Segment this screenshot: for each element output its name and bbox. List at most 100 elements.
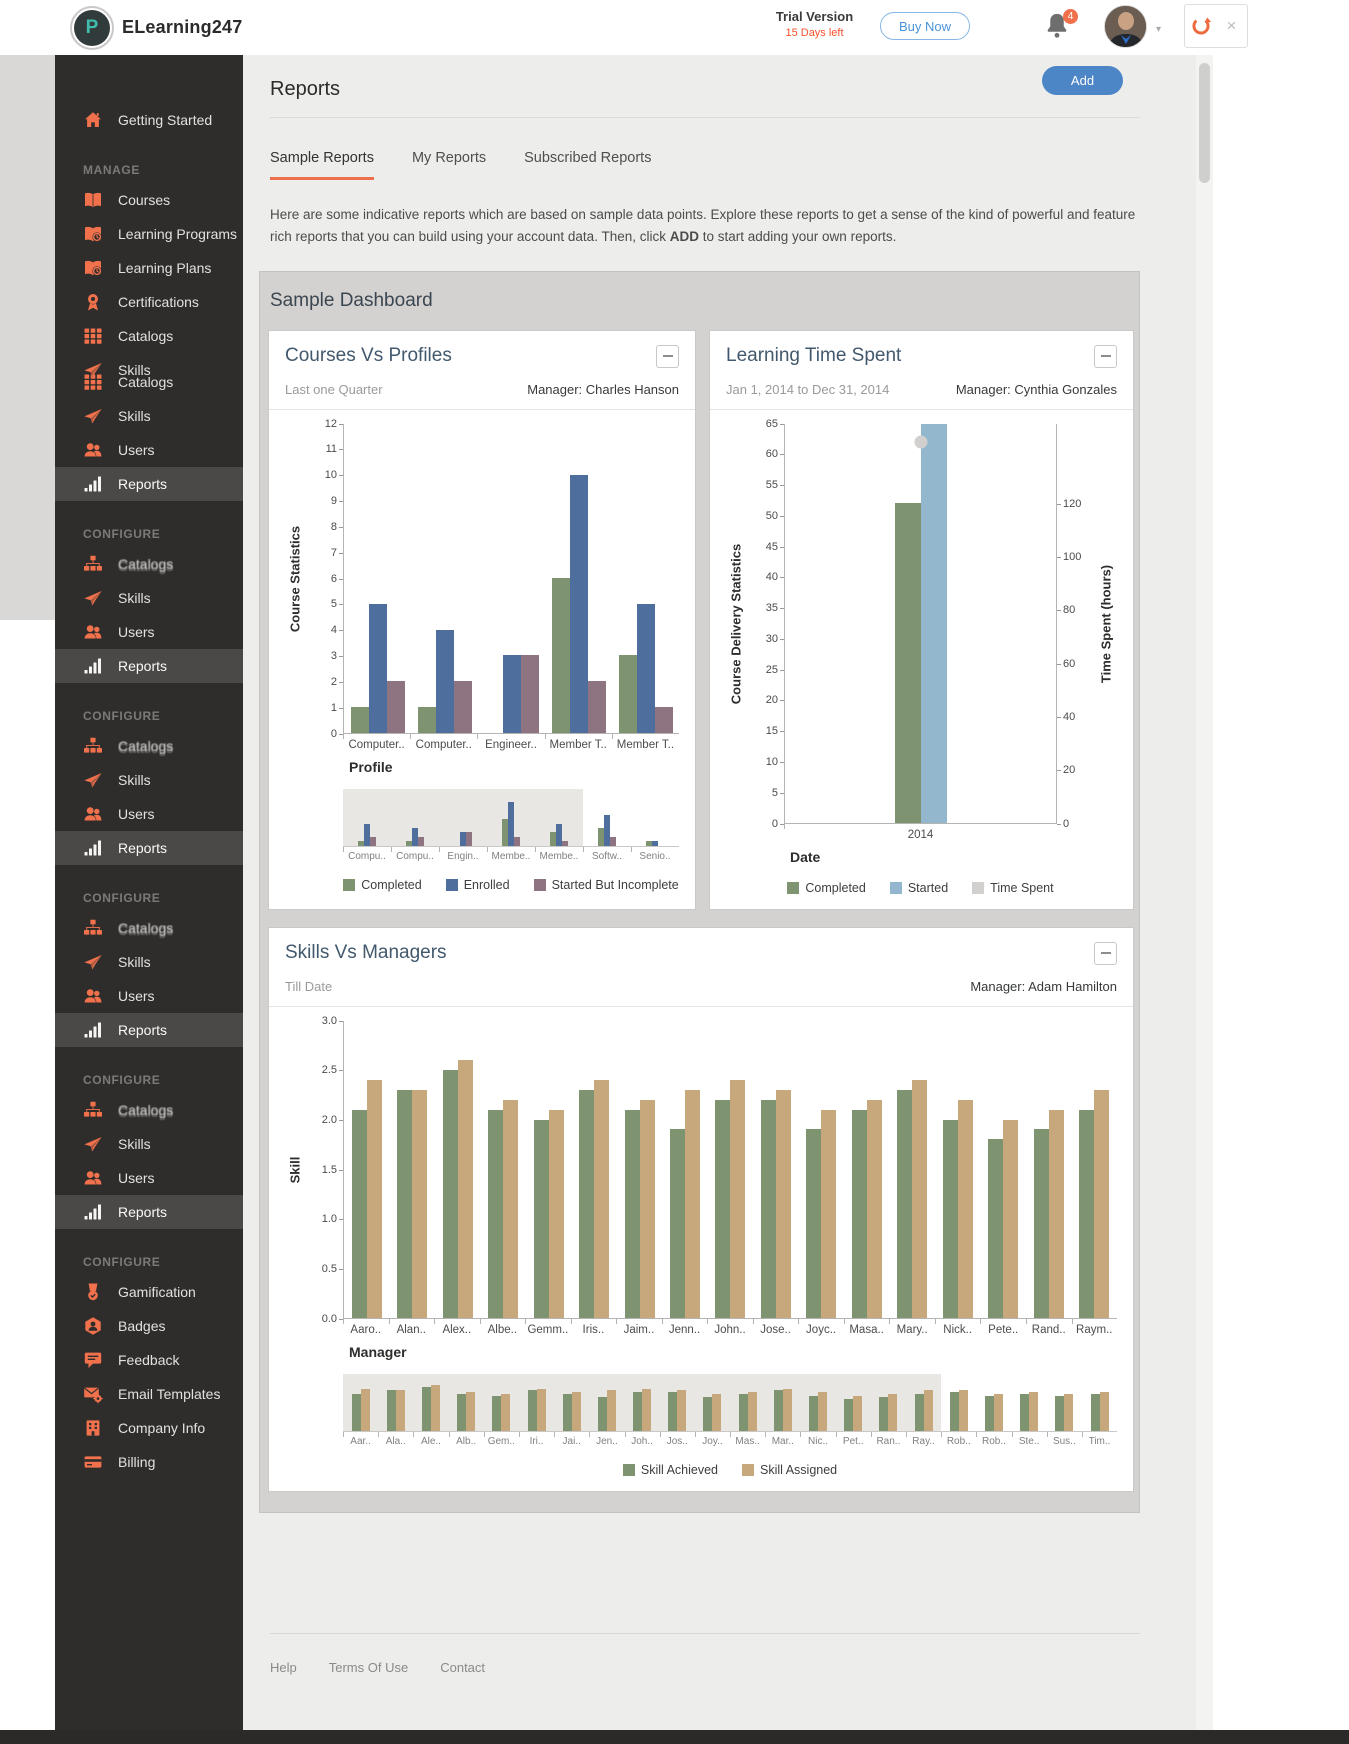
refresh-icon[interactable]	[1185, 5, 1216, 47]
bar-skill-assigned[interactable]	[685, 1089, 701, 1318]
bar-skill-assigned[interactable]	[821, 1109, 837, 1318]
sidebar-item-skills[interactable]: Skills	[55, 763, 243, 797]
notifications-button[interactable]: 4	[1044, 9, 1078, 44]
bar-skill-achieved[interactable]	[351, 1109, 367, 1318]
bar-enrolled[interactable]	[435, 629, 454, 733]
footer-link-contact[interactable]: Contact	[440, 1659, 486, 1675]
bar-skill-assigned[interactable]	[1094, 1089, 1110, 1318]
tab-my-reports[interactable]: My Reports	[411, 150, 487, 166]
buy-now-button[interactable]: Buy Now	[880, 12, 971, 40]
bar-skill-achieved[interactable]	[624, 1109, 640, 1318]
bar-started-but-incomplete[interactable]	[520, 655, 539, 733]
bar-skill-assigned[interactable]	[412, 1089, 428, 1318]
bar-enrolled[interactable]	[502, 655, 521, 733]
bar-skill-achieved[interactable]	[897, 1089, 913, 1318]
bar-skill-assigned[interactable]	[548, 1109, 564, 1318]
bar-skill-assigned[interactable]	[1003, 1119, 1019, 1318]
sidebar-item-skills[interactable]: Skills	[55, 945, 243, 979]
bar-completed[interactable]	[350, 706, 369, 733]
sidebar-item-billing[interactable]: Billing	[55, 1445, 243, 1479]
bar-skill-assigned[interactable]	[775, 1089, 791, 1318]
sidebar-item-catalogs[interactable]: Catalogs	[55, 319, 243, 353]
sidebar-item-skills[interactable]: Skills	[55, 581, 243, 615]
tab-subscribed-reports[interactable]: Subscribed Reports	[524, 150, 652, 166]
sidebar-item-users[interactable]: Users	[55, 615, 243, 649]
sidebar-item-certifications[interactable]: Certifications	[55, 285, 243, 319]
sidebar-item-gamification[interactable]: Gamification	[55, 1275, 243, 1309]
sidebar-item-feedback[interactable]: Feedback	[55, 1343, 243, 1377]
bar-skill-achieved[interactable]	[715, 1099, 731, 1318]
footer-link-help[interactable]: Help	[270, 1659, 297, 1675]
sidebar-item-users[interactable]: Users	[55, 433, 243, 467]
sidebar-item-catalogs[interactable]: Catalogs	[55, 911, 243, 945]
sidebar-item-getting-started[interactable]: Getting Started	[55, 103, 243, 137]
bar-skill-assigned[interactable]	[730, 1079, 746, 1318]
scrollbar-thumb[interactable]	[1199, 63, 1210, 183]
sidebar-item-catalogs[interactable]: Catalogs	[55, 365, 243, 399]
bar-skill-achieved[interactable]	[760, 1099, 776, 1318]
sidebar-item-reports[interactable]: Reports	[55, 831, 243, 865]
sidebar-item-reports[interactable]: Reports	[55, 467, 243, 501]
sidebar-item-users[interactable]: Users	[55, 797, 243, 831]
collapse-button[interactable]	[1094, 941, 1117, 965]
sidebar-item-reports[interactable]: Reports	[55, 1013, 243, 1047]
sidebar-item-skills[interactable]: Skills	[55, 1127, 243, 1161]
avatar[interactable]	[1104, 5, 1147, 48]
sidebar-item-learning-programs[interactable]: Learning Programs	[55, 217, 243, 251]
bar-skill-assigned[interactable]	[639, 1099, 655, 1318]
sidebar-item-skills[interactable]: Skills	[55, 399, 243, 433]
sidebar-item-reports[interactable]: Reports	[55, 649, 243, 683]
sidebar-item-reports[interactable]: Reports	[55, 1195, 243, 1229]
sidebar-item-skills[interactable]: Skills	[55, 353, 243, 387]
time-spent-marker[interactable]	[914, 435, 927, 449]
bar-skill-achieved[interactable]	[1033, 1129, 1049, 1318]
close-icon[interactable]: ×	[1226, 16, 1237, 35]
bar-skill-achieved[interactable]	[851, 1109, 867, 1318]
bar-skill-achieved[interactable]	[533, 1119, 549, 1318]
bar-skill-achieved[interactable]	[579, 1089, 595, 1318]
bar-skill-achieved[interactable]	[1079, 1109, 1095, 1318]
bar-skill-assigned[interactable]	[866, 1099, 882, 1318]
bar-skill-achieved[interactable]	[442, 1070, 458, 1318]
bar-completed[interactable]	[894, 503, 921, 823]
bar-started[interactable]	[920, 423, 947, 823]
tab-sample-reports[interactable]: Sample Reports	[270, 150, 374, 180]
bar-skill-assigned[interactable]	[957, 1099, 973, 1318]
bar-skill-achieved[interactable]	[397, 1089, 413, 1318]
bar-skill-assigned[interactable]	[366, 1079, 382, 1318]
bar-completed[interactable]	[618, 655, 637, 733]
bar-skill-achieved[interactable]	[806, 1129, 822, 1318]
bar-skill-assigned[interactable]	[912, 1079, 928, 1318]
sidebar-item-learning-plans[interactable]: Learning Plans	[55, 251, 243, 285]
sidebar-item-company-info[interactable]: Company Info	[55, 1411, 243, 1445]
overview-selector[interactable]	[343, 1373, 1117, 1432]
bar-started-but-incomplete[interactable]	[386, 681, 405, 733]
bar-skill-assigned[interactable]	[1048, 1109, 1064, 1318]
bar-completed[interactable]	[551, 578, 570, 733]
bar-skill-achieved[interactable]	[942, 1119, 958, 1318]
bar-skill-assigned[interactable]	[503, 1099, 519, 1318]
sidebar-item-catalogs[interactable]: Catalogs	[55, 547, 243, 581]
sidebar-item-catalogs[interactable]: Catalogs	[55, 729, 243, 763]
overview-selector[interactable]	[343, 788, 679, 847]
bar-started-but-incomplete[interactable]	[654, 706, 673, 733]
bar-completed[interactable]	[417, 706, 436, 733]
add-report-button[interactable]: Add	[1042, 66, 1123, 95]
footer-link-terms[interactable]: Terms Of Use	[328, 1659, 409, 1675]
sidebar-item-catalogs[interactable]: Catalogs	[55, 1093, 243, 1127]
sidebar-item-badges[interactable]: Badges	[55, 1309, 243, 1343]
sidebar-item-users[interactable]: Users	[55, 1161, 243, 1195]
sidebar-item-courses[interactable]: Courses	[55, 183, 243, 217]
bar-enrolled[interactable]	[569, 475, 588, 733]
bar-started-but-incomplete[interactable]	[587, 681, 606, 733]
bar-skill-achieved[interactable]	[670, 1129, 686, 1318]
scrollbar-track[interactable]	[1196, 55, 1213, 1730]
bar-enrolled[interactable]	[636, 603, 655, 733]
bar-skill-achieved[interactable]	[988, 1139, 1004, 1318]
bar-enrolled[interactable]	[368, 603, 387, 733]
sidebar-item-users[interactable]: Users	[55, 979, 243, 1013]
bar-skill-assigned[interactable]	[457, 1060, 473, 1318]
collapse-button[interactable]	[656, 344, 679, 368]
sidebar-item-email-templates[interactable]: Email Templates	[55, 1377, 243, 1411]
bar-skill-assigned[interactable]	[594, 1079, 610, 1318]
